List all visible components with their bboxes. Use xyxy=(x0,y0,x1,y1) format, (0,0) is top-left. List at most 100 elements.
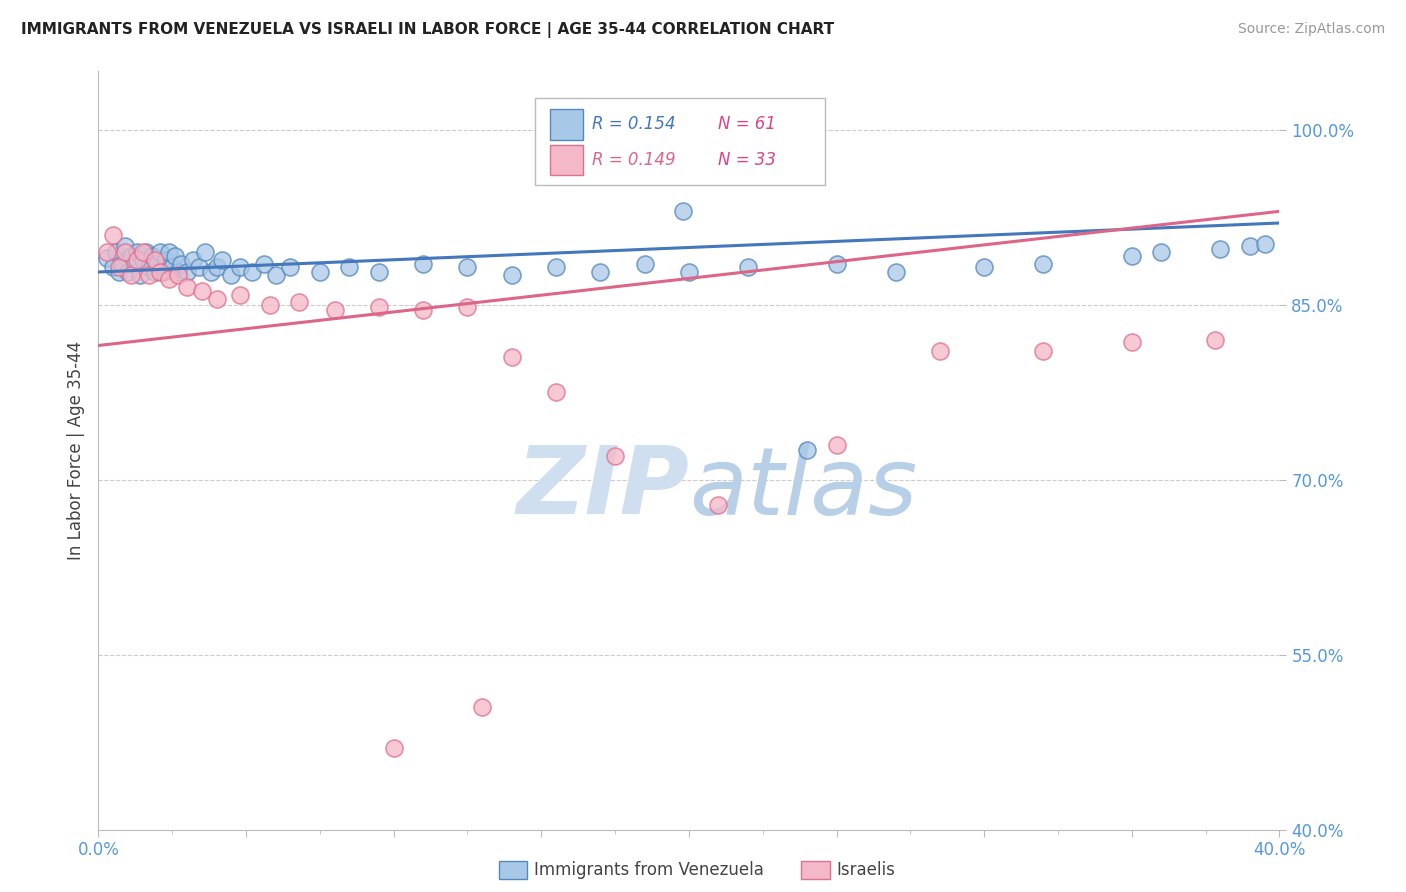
Point xyxy=(678,265,700,279)
Point xyxy=(146,257,169,271)
Point xyxy=(1204,333,1226,347)
Point xyxy=(240,265,263,279)
Point xyxy=(501,350,523,364)
Point xyxy=(167,268,190,283)
Point xyxy=(796,443,818,458)
Point xyxy=(457,260,479,275)
Point xyxy=(546,385,568,400)
Point xyxy=(259,298,281,312)
Point xyxy=(176,265,198,279)
Text: N = 61: N = 61 xyxy=(718,115,776,134)
Point xyxy=(605,450,627,464)
Point xyxy=(229,288,252,302)
Point xyxy=(288,295,311,310)
Point xyxy=(114,239,136,253)
Point xyxy=(973,260,995,275)
Point xyxy=(138,260,160,275)
Text: Immigrants from Venezuela: Immigrants from Venezuela xyxy=(534,861,763,879)
Point xyxy=(170,257,193,271)
Point xyxy=(181,253,204,268)
Point xyxy=(412,303,434,318)
Point xyxy=(122,257,145,271)
Point xyxy=(103,227,125,242)
Point xyxy=(211,253,233,268)
Point xyxy=(229,260,252,275)
Point xyxy=(157,272,180,286)
Point xyxy=(194,245,217,260)
Point xyxy=(339,260,361,275)
Point xyxy=(111,257,134,271)
FancyBboxPatch shape xyxy=(550,145,582,175)
Text: Israelis: Israelis xyxy=(837,861,896,879)
Point xyxy=(253,257,276,271)
Point xyxy=(457,300,479,314)
Point xyxy=(103,260,125,275)
Point xyxy=(132,253,155,268)
Point xyxy=(155,253,177,268)
Point xyxy=(114,245,136,260)
Point xyxy=(707,498,730,512)
Point xyxy=(1239,239,1261,253)
Point xyxy=(634,257,657,271)
Point xyxy=(176,280,198,294)
Point xyxy=(162,260,183,275)
Point xyxy=(105,245,128,260)
Point xyxy=(143,253,166,268)
Point xyxy=(501,268,523,283)
Point xyxy=(191,284,214,298)
Point xyxy=(825,437,848,451)
Text: R = 0.149: R = 0.149 xyxy=(592,151,676,169)
Point xyxy=(1032,257,1054,271)
Point xyxy=(309,265,332,279)
Text: ZIP: ZIP xyxy=(516,442,689,534)
Text: R = 0.154: R = 0.154 xyxy=(592,115,676,134)
Point xyxy=(149,265,172,279)
Text: Source: ZipAtlas.com: Source: ZipAtlas.com xyxy=(1237,22,1385,37)
Text: IMMIGRANTS FROM VENEZUELA VS ISRAELI IN LABOR FORCE | AGE 35-44 CORRELATION CHAR: IMMIGRANTS FROM VENEZUELA VS ISRAELI IN … xyxy=(21,22,834,38)
Point xyxy=(1209,242,1232,256)
Point xyxy=(135,245,157,260)
Point xyxy=(152,265,174,279)
Point xyxy=(412,257,434,271)
Point xyxy=(187,260,209,275)
Point xyxy=(264,268,287,283)
Point xyxy=(167,265,190,279)
Point xyxy=(200,265,222,279)
Point xyxy=(884,265,907,279)
Point xyxy=(125,253,148,268)
Y-axis label: In Labor Force | Age 35-44: In Labor Force | Age 35-44 xyxy=(66,341,84,560)
Point xyxy=(108,265,131,279)
Point xyxy=(138,268,160,283)
Point xyxy=(96,245,118,260)
Point xyxy=(1150,245,1173,260)
Point xyxy=(205,292,228,306)
FancyBboxPatch shape xyxy=(550,110,582,140)
Point xyxy=(672,204,695,219)
Point xyxy=(149,245,172,260)
Point xyxy=(1032,344,1054,359)
Point xyxy=(471,700,494,714)
Point xyxy=(554,169,576,184)
Point xyxy=(1254,237,1277,252)
Point xyxy=(368,300,391,314)
FancyBboxPatch shape xyxy=(536,98,825,186)
Point xyxy=(117,265,139,279)
Text: atlas: atlas xyxy=(689,442,917,534)
Point xyxy=(205,260,228,275)
Point xyxy=(108,260,131,275)
Point xyxy=(141,249,163,263)
Point xyxy=(221,268,243,283)
Point xyxy=(737,260,759,275)
Point xyxy=(589,265,612,279)
Point xyxy=(128,268,150,283)
Point xyxy=(143,265,166,279)
Point xyxy=(132,245,155,260)
Point xyxy=(1121,249,1143,263)
Point xyxy=(165,249,187,263)
Point xyxy=(120,268,142,283)
Text: N = 33: N = 33 xyxy=(718,151,776,169)
Point xyxy=(382,740,405,755)
Point xyxy=(1121,334,1143,349)
Point xyxy=(929,344,952,359)
Point xyxy=(120,249,142,263)
